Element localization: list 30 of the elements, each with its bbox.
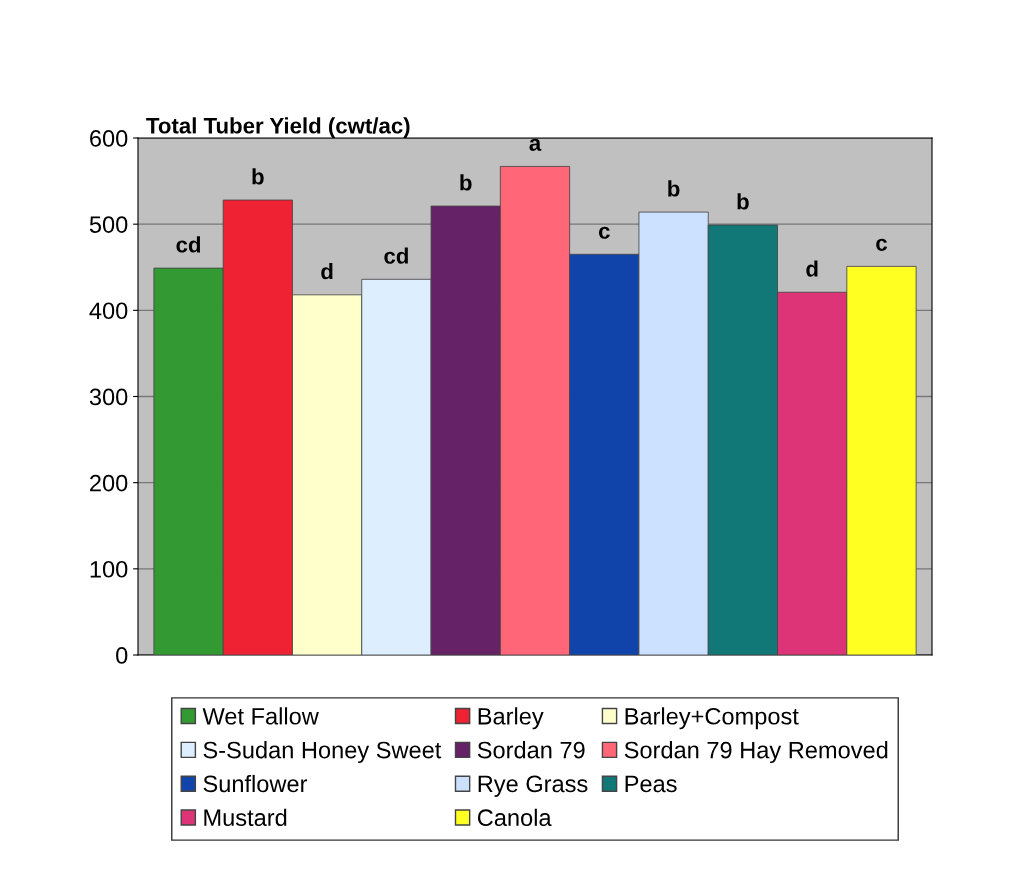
legend-label: Mustard	[204, 808, 287, 827]
legend-label: Sunflower	[203, 774, 308, 793]
legend-label: Peas	[625, 775, 677, 793]
legend-label: Barley	[478, 707, 544, 730]
legend-label: Wet Fallow	[202, 707, 319, 725]
y-tick-label: 400	[89, 302, 128, 320]
data-label: b	[252, 168, 264, 185]
data-label: b	[737, 193, 749, 210]
data-label: c	[598, 226, 610, 239]
data-label: b	[460, 174, 472, 191]
legend-label: Barley+Compost	[625, 707, 799, 730]
y-tick-label: 600	[90, 130, 128, 147]
y-tick-label: 0	[116, 647, 128, 664]
y-tick-label: 300	[89, 388, 128, 406]
legend-label: S-Sudan Honey Sweet	[203, 741, 442, 764]
legend-label: Canola	[477, 808, 552, 827]
data-label: a	[529, 138, 542, 151]
legend-label: Sordan 79	[477, 741, 585, 759]
y-tick-label: 200	[90, 474, 128, 492]
data-label: d	[321, 263, 333, 280]
data-label: cd	[384, 247, 408, 264]
legend-label: Sordan 79 Hay Removed	[624, 741, 888, 764]
data-label: cd	[176, 236, 201, 253]
data-label: c	[876, 238, 887, 251]
chart-title: Total Tuber Yield (cwt/ac)	[146, 117, 410, 138]
y-tick-label: 100	[90, 560, 128, 578]
data-label: d	[806, 260, 818, 277]
data-label: b	[668, 180, 680, 197]
y-tick-label: 500	[89, 216, 128, 233]
legend-label: Rye Grass	[478, 775, 588, 797]
